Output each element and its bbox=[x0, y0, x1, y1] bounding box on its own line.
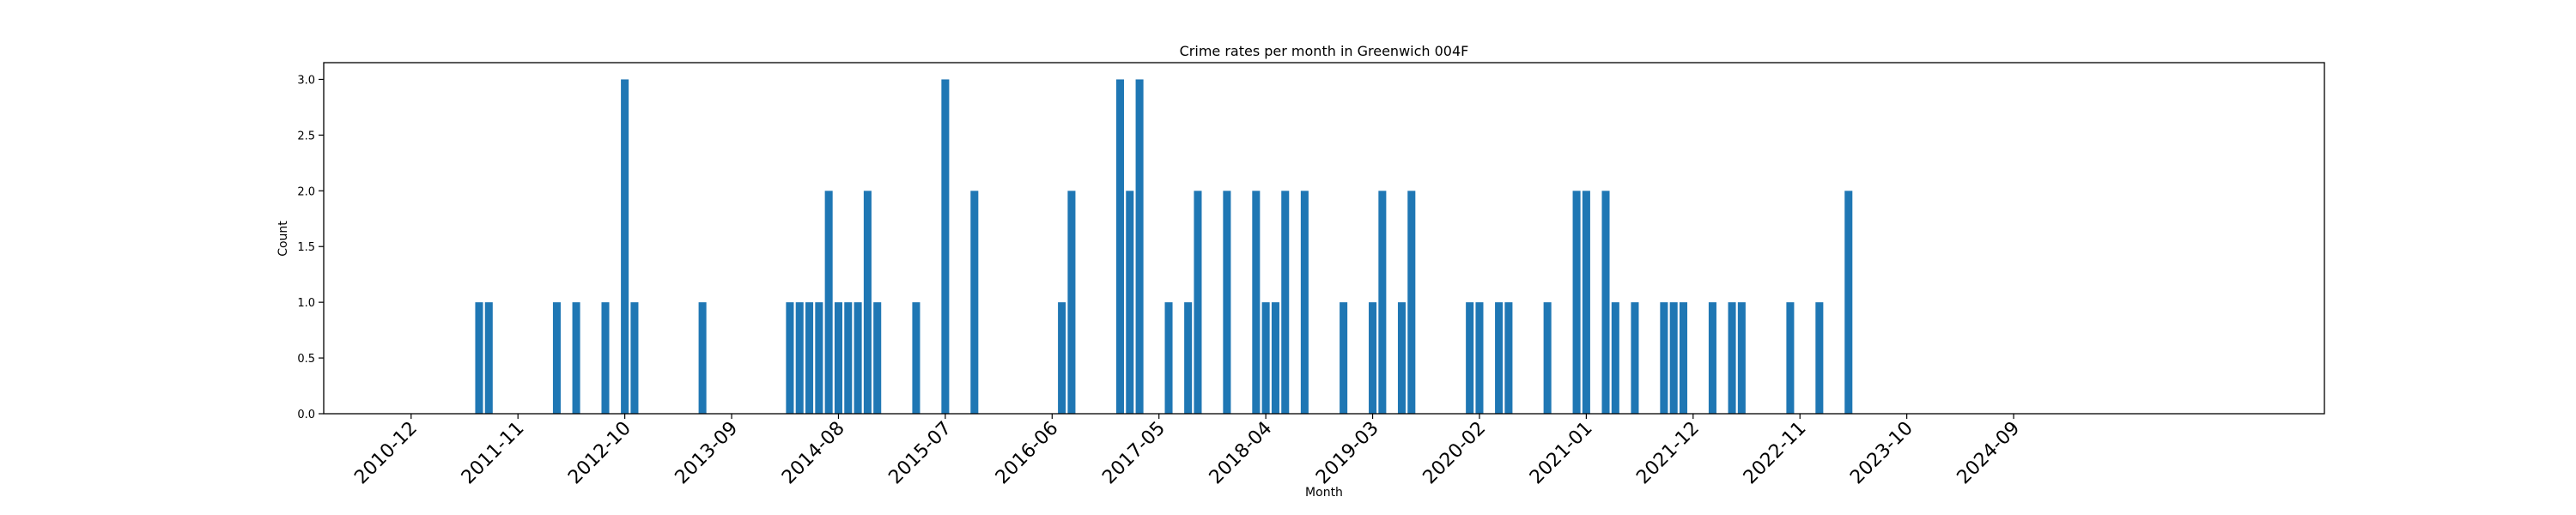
x-tick-label: 2011-11 bbox=[458, 418, 529, 489]
y-tick-label: 2.5 bbox=[297, 130, 315, 142]
x-tick-label: 2017-05 bbox=[1098, 418, 1170, 489]
bar-2013-06 bbox=[698, 302, 707, 414]
y-tick-label: 1.5 bbox=[297, 241, 315, 254]
bar-2017-01 bbox=[1115, 79, 1124, 414]
bar-2019-06 bbox=[1397, 302, 1406, 414]
bar-2012-03 bbox=[552, 302, 561, 414]
bar-2022-04 bbox=[1728, 302, 1736, 414]
bar-2014-08 bbox=[834, 302, 842, 414]
bars-group bbox=[475, 79, 1853, 415]
y-tick-label: 1.0 bbox=[297, 297, 315, 310]
bar-2012-05 bbox=[572, 302, 580, 414]
bar-2018-06 bbox=[1281, 191, 1290, 415]
x-tick-label: 2024-09 bbox=[1953, 418, 2025, 489]
y-tick-label: 3.0 bbox=[297, 74, 315, 87]
plot-frame bbox=[323, 62, 2325, 415]
y-tick-label: 0.5 bbox=[297, 353, 315, 366]
bar-2017-06 bbox=[1164, 302, 1173, 414]
x-tick-label: 2014-08 bbox=[778, 418, 849, 489]
bar-2018-05 bbox=[1271, 302, 1279, 414]
bar-2017-02 bbox=[1126, 191, 1134, 415]
bar-2016-07 bbox=[1058, 302, 1066, 414]
bar-2014-11 bbox=[863, 191, 872, 415]
x-tick-label: 2023-10 bbox=[1846, 418, 1917, 489]
y-tick-label: 0.0 bbox=[297, 409, 315, 421]
bar-2021-06 bbox=[1631, 302, 1639, 414]
y-axis-ticks: 0.0 0.5 1.0 1.5 2.0 2.5 3.0 bbox=[297, 74, 324, 421]
bar-2021-09 bbox=[1660, 302, 1668, 414]
bar-2020-12 bbox=[1572, 191, 1581, 415]
bar-2018-03 bbox=[1252, 191, 1261, 415]
bar-2014-10 bbox=[854, 302, 862, 414]
bar-2017-12 bbox=[1223, 191, 1231, 415]
bar-2017-03 bbox=[1135, 79, 1144, 414]
bar-2012-10 bbox=[621, 79, 629, 414]
bar-2018-04 bbox=[1261, 302, 1270, 414]
bar-2015-07 bbox=[941, 79, 950, 414]
bar-2019-07 bbox=[1407, 191, 1416, 415]
x-tick-label: 2015-07 bbox=[884, 418, 956, 489]
bar-2019-03 bbox=[1369, 302, 1377, 414]
bar-2023-04 bbox=[1844, 191, 1853, 415]
bar-2021-11 bbox=[1679, 302, 1688, 414]
chart-title: Crime rates per month in Greenwich 004F bbox=[1180, 43, 1469, 59]
bar-2011-08 bbox=[484, 302, 493, 414]
bar-2012-11 bbox=[630, 302, 639, 414]
bar-2015-10 bbox=[970, 191, 979, 415]
x-axis-ticks: 2010-12 2011-11 2012-10 2013-09 2014-08 2015-… bbox=[350, 414, 2024, 488]
bar-2023-01 bbox=[1815, 302, 1824, 414]
bar-2020-01 bbox=[1466, 302, 1474, 414]
bar-2020-02 bbox=[1475, 302, 1484, 414]
bar-2014-06 bbox=[815, 302, 823, 414]
bar-2017-08 bbox=[1184, 302, 1193, 414]
bar-2022-10 bbox=[1786, 302, 1795, 414]
bar-2021-04 bbox=[1611, 302, 1619, 414]
bar-2012-08 bbox=[601, 302, 610, 414]
bar-2022-02 bbox=[1708, 302, 1716, 414]
x-axis-label: Month bbox=[1305, 486, 1343, 500]
x-tick-label: 2020-02 bbox=[1419, 418, 1491, 489]
bar-2018-12 bbox=[1340, 302, 1348, 414]
bar-2016-08 bbox=[1067, 191, 1076, 415]
bar-2020-04 bbox=[1495, 302, 1504, 414]
bar-2021-01 bbox=[1582, 191, 1590, 415]
bar-2018-08 bbox=[1300, 191, 1309, 415]
x-tick-label: 2021-01 bbox=[1526, 418, 1597, 489]
bar-2015-04 bbox=[912, 302, 920, 414]
bar-2014-09 bbox=[844, 302, 853, 414]
bar-2021-10 bbox=[1669, 302, 1678, 414]
x-tick-label: 2021-12 bbox=[1632, 418, 1704, 489]
bar-2014-04 bbox=[795, 302, 804, 414]
bar-2014-07 bbox=[824, 191, 833, 415]
bar-2021-03 bbox=[1601, 191, 1610, 415]
x-tick-label: 2016-06 bbox=[992, 418, 1063, 489]
bar-2019-04 bbox=[1378, 191, 1387, 415]
bar-2014-05 bbox=[805, 302, 814, 414]
bar-2017-09 bbox=[1194, 191, 1202, 415]
x-tick-label: 2019-03 bbox=[1312, 418, 1383, 489]
bar-2020-05 bbox=[1504, 302, 1513, 414]
x-tick-label: 2013-09 bbox=[671, 418, 743, 489]
bar-2011-07 bbox=[475, 302, 483, 414]
bar-2014-12 bbox=[873, 302, 882, 414]
x-tick-label: 2012-10 bbox=[564, 418, 635, 489]
x-tick-label: 2010-12 bbox=[350, 418, 422, 489]
y-tick-label: 2.0 bbox=[297, 185, 315, 198]
bar-2020-09 bbox=[1543, 302, 1552, 414]
y-axis-label: Count bbox=[276, 221, 290, 257]
bar-2022-05 bbox=[1737, 302, 1746, 414]
x-tick-label: 2018-04 bbox=[1206, 418, 1277, 489]
x-tick-label: 2022-11 bbox=[1740, 418, 1811, 489]
bar-2014-03 bbox=[786, 302, 794, 414]
